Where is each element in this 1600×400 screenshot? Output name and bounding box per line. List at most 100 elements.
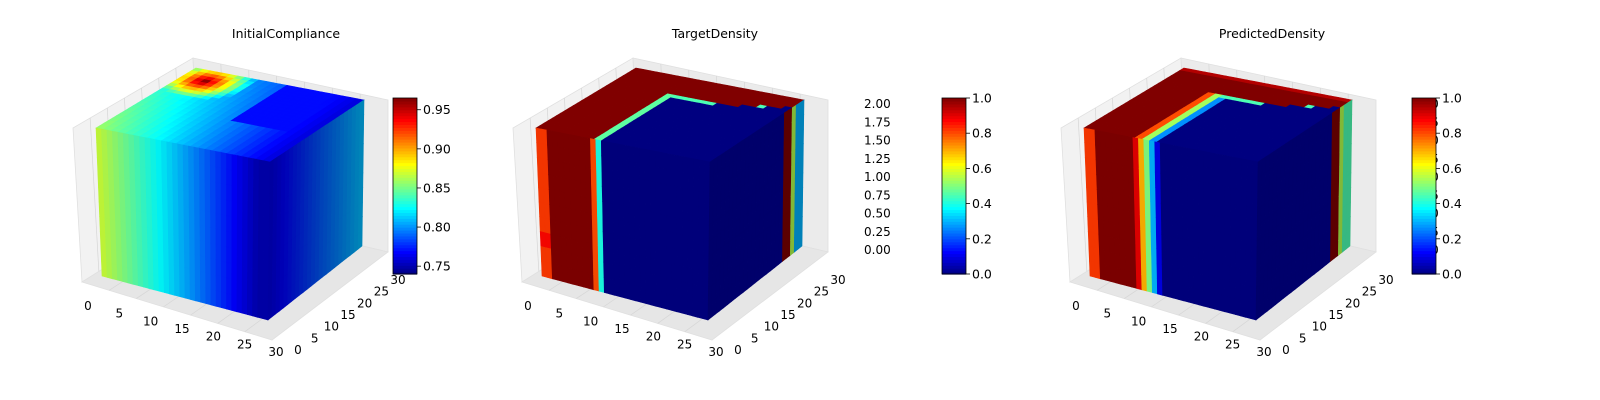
voxel-cell [1140,244,1147,262]
voxel-cell [146,227,154,245]
voxel-cell [257,269,264,288]
voxel-cell [158,275,165,293]
voxel-cell [204,210,211,228]
voxel-cell [161,170,168,188]
voxel-cell [135,195,142,213]
voxel-cell [310,267,316,287]
voxel-cell [1120,268,1127,286]
voxel-cell [634,238,641,257]
gridline [1077,117,1088,272]
voxel-cell [231,216,238,235]
voxel-cell [247,173,254,191]
voxel-cell [1106,161,1113,179]
voxel-cell [1240,284,1247,302]
colorbar-cell [393,203,417,208]
voxel-cell [183,190,190,208]
voxel-cell [1198,165,1204,183]
voxel-cell [597,215,604,233]
voxel-cell [703,176,711,194]
voxel-cell [252,189,260,208]
voxel-cell [1229,250,1237,268]
voxel-cell [112,145,120,163]
voxel-cell [543,202,551,220]
z-tick-label: 1.25 [864,152,891,166]
voxel-cell [167,217,174,235]
voxel-cell [1149,170,1156,188]
voxel-cell [102,173,110,190]
voxel-cell [277,153,283,174]
colorbar-cell [942,271,966,275]
voxel-cell [633,177,641,195]
colorbar-cell [393,168,417,172]
voxel-cell [193,162,200,180]
colorbar-frame [941,97,967,275]
colorbar-tick-label: 0.8 [972,126,992,141]
voxel-cell [1127,166,1135,184]
voxel-cell [146,197,153,215]
voxel-cell [1127,151,1135,169]
colorbar-cell [942,188,966,193]
voxel-cell [1156,278,1163,296]
colorbar-cell [1412,153,1436,158]
voxel-cell [655,290,662,308]
voxel-cell [1333,239,1339,259]
voxel-cell [1188,286,1195,304]
voxel-cell [742,273,748,293]
voxel-cell [111,263,118,281]
voxel-cell [262,255,270,273]
voxel-cell [655,274,662,293]
voxel-cell [623,190,630,208]
voxel-cell [1224,217,1231,236]
voxel-cell [1257,158,1263,179]
colorbar-cell [1412,221,1436,225]
voxel-cell [1198,211,1205,230]
x-tick-label: 5 [1104,307,1112,321]
voxel-cell [606,171,614,189]
colorbar-cell [942,142,966,146]
voxel-cell [1144,169,1151,187]
voxel-cell [210,242,217,261]
colorbar-cell [1412,106,1436,111]
voxel-cell [1198,289,1205,307]
voxel-cell [569,178,577,196]
voxel-cell [592,228,599,247]
voxel-cell [1177,253,1184,271]
voxel-cell [314,264,320,284]
y-tick-label: 30 [390,273,405,287]
voxel-cell [727,285,733,306]
colorbar-cell [1412,238,1436,243]
colorbar-cell [1412,180,1436,184]
voxel-cell [163,276,170,295]
voxel-cell [697,238,705,256]
voxel-cell [252,268,259,287]
voxel-cell [1160,188,1167,206]
voxel-cell [580,181,587,199]
voxel-cell [554,205,562,223]
voxel-cell [242,156,249,174]
colorbar-cell [1412,200,1436,205]
colorbar-cell [942,147,966,152]
voxel-cell [704,160,711,179]
voxel-cell [1214,277,1220,296]
voxel-cell [96,142,103,160]
colorbar-cell [393,174,417,178]
voxel-cell [624,267,631,285]
voxel-cell [231,169,238,188]
voxel-cell [1235,235,1242,254]
voxel-cell [106,262,113,280]
voxel-cell [306,270,312,290]
colorbar-cell [1412,218,1436,222]
voxel-cell [1214,246,1221,264]
voxel-cell [1116,134,1123,151]
voxel-cell [671,232,678,250]
voxel-cell [236,280,243,298]
voxel-cell [220,183,227,201]
voxel-cell [618,219,625,238]
voxel-cell [666,168,673,187]
voxel-cell [682,234,689,253]
voxel-cell [617,158,624,176]
voxel-cell [99,216,106,234]
voxel-cell [97,172,105,189]
voxel-cell [573,135,581,152]
voxel-cell [702,270,709,289]
